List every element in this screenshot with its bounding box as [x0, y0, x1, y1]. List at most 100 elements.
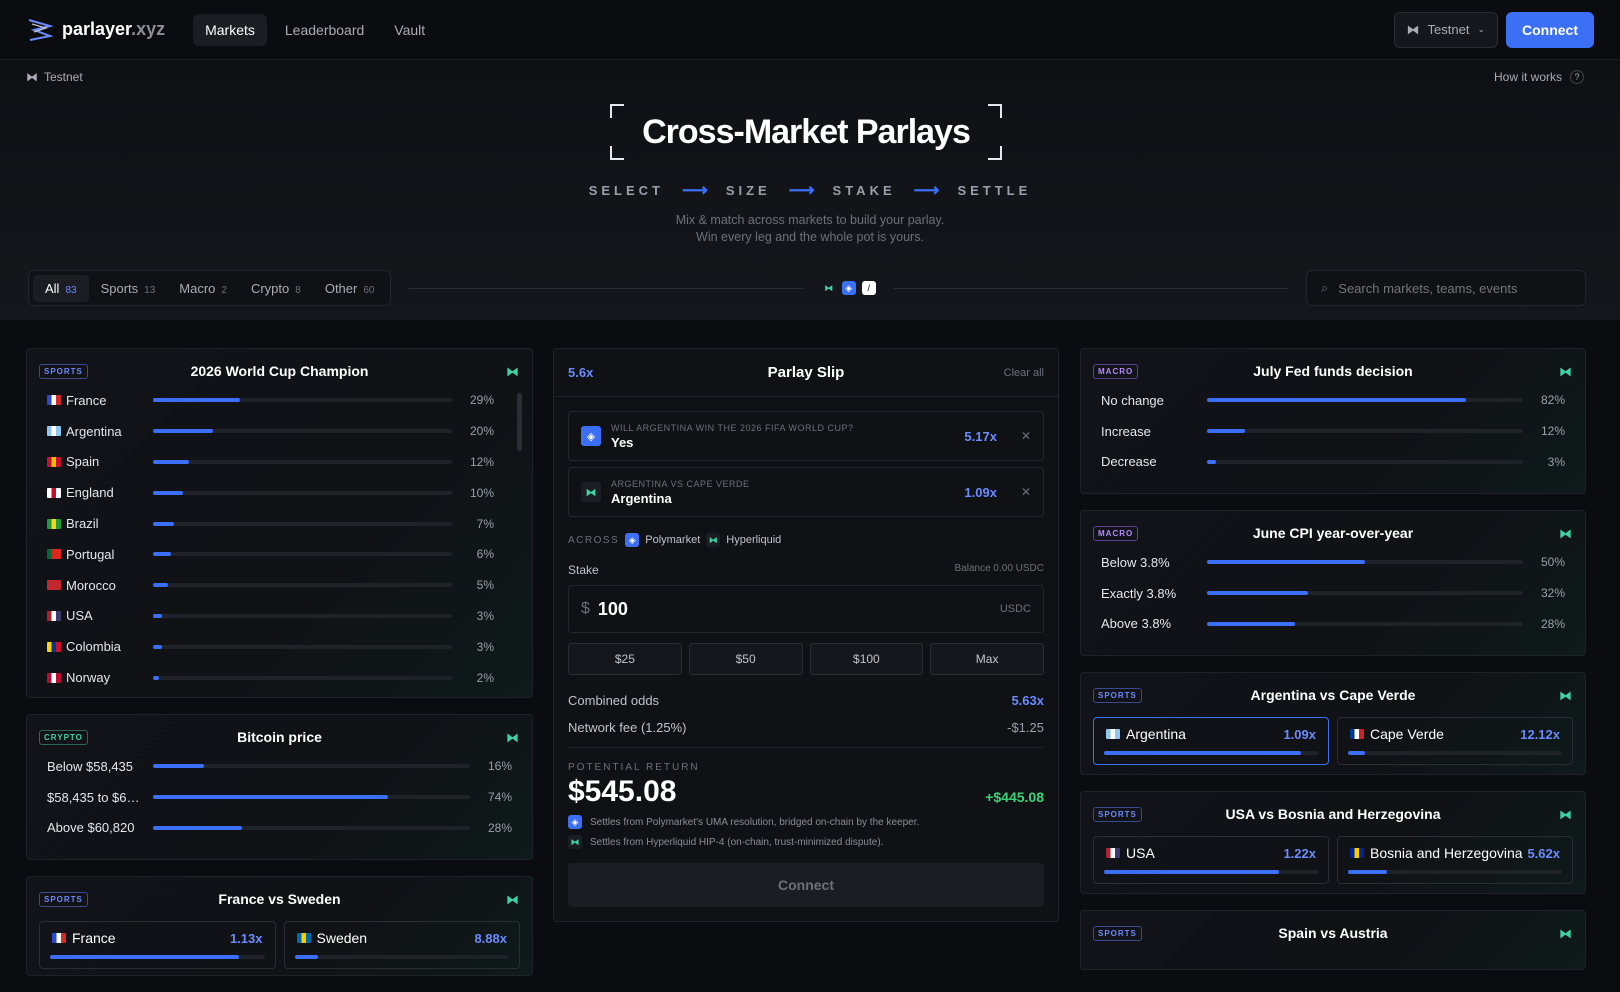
flag-icon [47, 488, 61, 498]
outcome-row[interactable]: Decrease 3% [1093, 447, 1573, 478]
slip-connect-button[interactable]: Connect [568, 863, 1044, 907]
flag-icon [1350, 848, 1364, 858]
network-selector[interactable]: ⧓ Testnet ⌄ [1394, 12, 1498, 48]
stake-label: Stake [568, 563, 599, 577]
flag-icon [47, 673, 61, 683]
search-box[interactable]: ⌕ [1306, 270, 1586, 306]
outcome-percent: 50% [1523, 555, 1565, 569]
brand-logo[interactable]: parlayer.xyz [26, 16, 165, 44]
outcome-percent: 74% [470, 790, 512, 804]
scrollbar[interactable] [517, 393, 522, 451]
probability-bar [153, 676, 452, 680]
outcome-row[interactable]: $58,435 to $6…74% [39, 782, 520, 813]
hero-title-box: Cross-Market Parlays [610, 104, 1002, 160]
slip-title: Parlay Slip [554, 364, 1058, 381]
search-input[interactable] [1338, 281, 1558, 296]
connect-wallet-button[interactable]: Connect [1506, 12, 1594, 48]
polymarket-icon: ◈ [568, 815, 582, 829]
probability-bar [1348, 751, 1562, 755]
flag-icon [47, 395, 61, 405]
stake-input[interactable]: $ 100 USDC [568, 585, 1044, 633]
how-it-works-link[interactable]: How it works? [1494, 70, 1584, 84]
outcome-percent: 3% [1523, 455, 1565, 469]
outcome-percent: 12% [1523, 424, 1565, 438]
outcome-label: Colombia [47, 639, 153, 654]
outcome-row[interactable]: Exactly 3.8%32% [1093, 578, 1573, 609]
outcome-row[interactable]: Below 3.8% 50% [1093, 547, 1573, 578]
outcome-label: Spain [47, 454, 153, 469]
hyperliquid-icon: ⧓ [1559, 807, 1573, 821]
parlay-slip: 5.6x Parlay Slip Clear all ◈ WILL ARGENT… [553, 348, 1059, 922]
nav-vault[interactable]: Vault [382, 14, 437, 46]
probability-bar [1104, 870, 1318, 874]
preset-25-button[interactable]: $25 [568, 643, 682, 675]
tagline-line-1: Mix & match across markets to build your… [0, 212, 1620, 229]
flag-icon [1350, 729, 1364, 739]
combined-odds-value: 5.63x [1011, 693, 1044, 708]
preset-max-button[interactable]: Max [930, 643, 1044, 675]
remove-leg-icon[interactable]: ✕ [1021, 485, 1031, 499]
probability-bar [295, 955, 510, 959]
outcome-row[interactable]: Above 3.8%28% [1093, 609, 1573, 640]
probability-bar [1348, 870, 1562, 874]
outcome-label: Below 3.8% [1101, 555, 1207, 570]
probability-bar [1207, 622, 1523, 626]
flag-icon [47, 426, 61, 436]
outcome-percent: 82% [1523, 393, 1565, 407]
remove-leg-icon[interactable]: ✕ [1021, 429, 1031, 443]
market-title: July Fed funds decision [1093, 363, 1573, 379]
brand-tld: .xyz [131, 19, 165, 39]
outcome-odds: 1.09x [1283, 727, 1316, 742]
outcome-label: Decrease [1101, 454, 1207, 469]
nav-markets[interactable]: Markets [193, 14, 267, 46]
source-polymarket: Polymarket [645, 534, 700, 546]
preset-50-button[interactable]: $50 [689, 643, 803, 675]
preset-100-button[interactable]: $100 [810, 643, 924, 675]
probability-bar [50, 955, 265, 959]
potential-return-value: $545.08 [568, 775, 676, 809]
nav-leaderboard[interactable]: Leaderboard [273, 14, 376, 46]
outcome-label: Argentina [47, 424, 153, 439]
hyperliquid-icon: ⧓ [1559, 926, 1573, 940]
probability-bar [153, 795, 470, 799]
outcome-label: Morocco [47, 578, 153, 593]
